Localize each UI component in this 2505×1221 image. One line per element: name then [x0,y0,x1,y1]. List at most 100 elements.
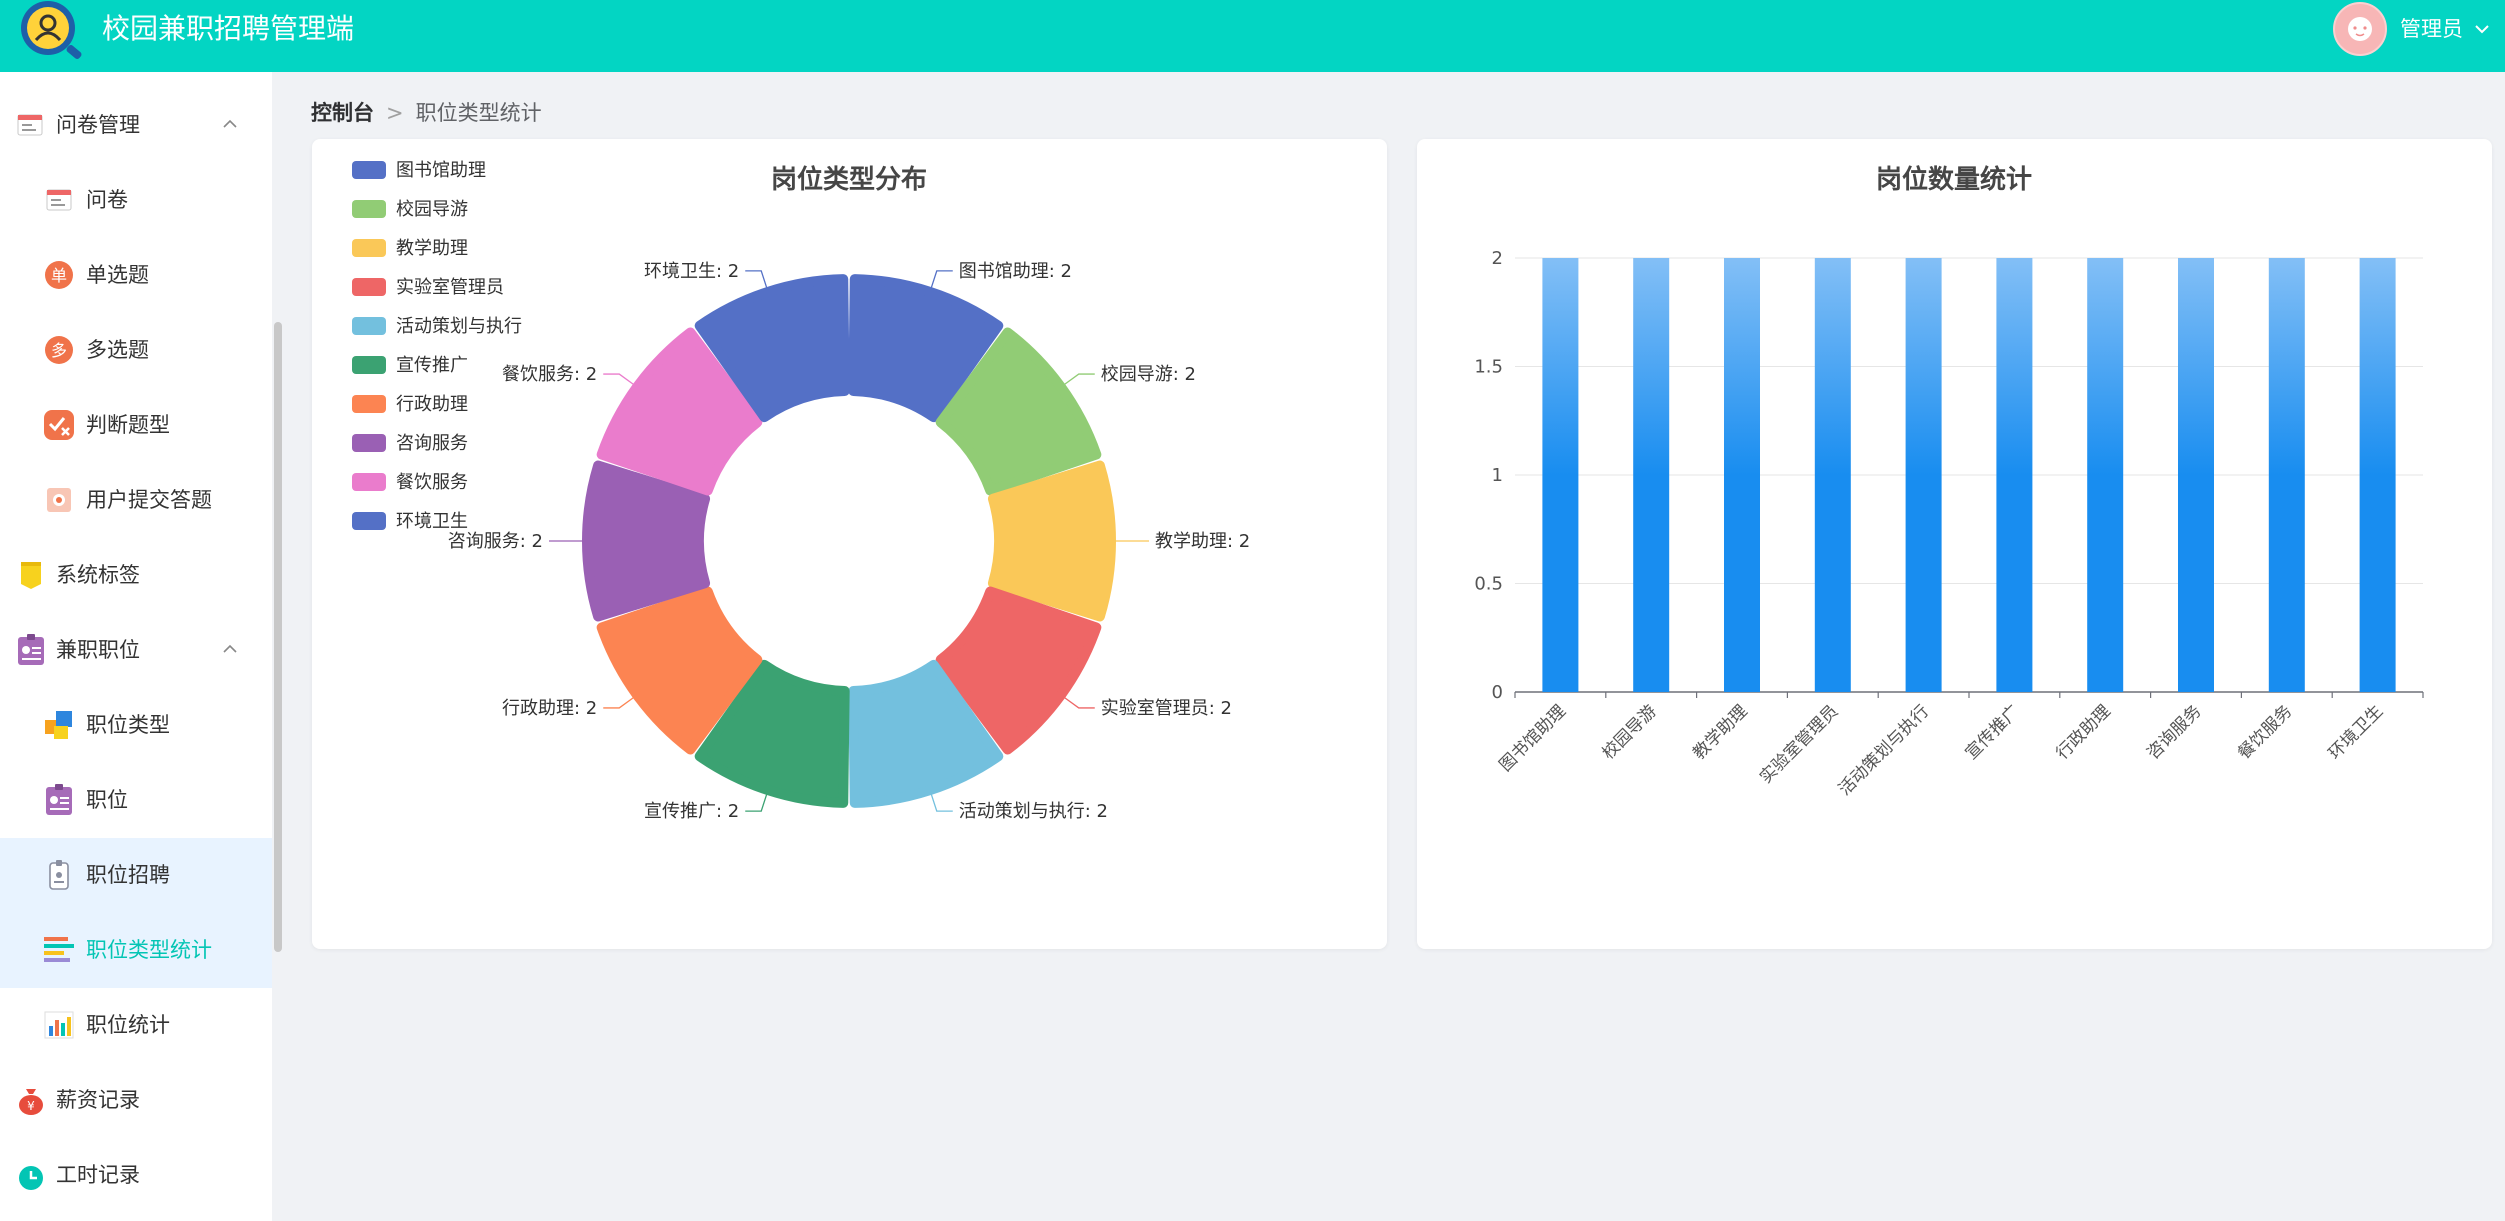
chart-icon [44,1011,74,1039]
x-tick-label: 校园导游 [1599,701,1661,763]
pie-chart-card: 岗位类型分布 图书馆助理 校园导游 教学助理 实验室管理员 活动策划与执行 宣传推广 行政助理… [312,139,1387,949]
sidebar-item-survey-management[interactable]: 问卷管理 [0,88,272,163]
breadcrumb-home[interactable]: 控制台 [311,101,374,125]
sidebar-item-label: 多选题 [86,338,149,362]
sidebar-item-true-false[interactable]: 判断题型 [0,388,272,463]
bar [1633,258,1670,692]
sidebar-item-job-types[interactable]: 职位类型 [0,688,272,763]
sidebar-item-salary-records[interactable]: ¥ 薪资记录 [0,1063,272,1138]
user-name[interactable]: 管理员 [2400,17,2463,41]
badge-icon [18,634,44,665]
sidebar-scrollbar[interactable] [274,322,282,952]
x-tick-label: 宣传推广 [1962,701,2024,763]
pie-slice [596,586,763,755]
badge-text: 单 [51,266,67,285]
y-tick-label: 0 [1492,682,1503,703]
sidebar-item-label: 职位 [86,788,128,812]
sidebar-item-label: 工时记录 [56,1163,140,1187]
bar [2359,258,2396,692]
sidebar-item-label: 薪资记录 [56,1088,140,1112]
bar [2087,258,2124,692]
top-header: 校园兼职招聘管理端 管理员 [0,0,2505,72]
pie-slice [582,460,711,622]
legend-label: 教学助理 [396,238,468,259]
sidebar-item-job-stats[interactable]: 职位统计 [0,988,272,1063]
sidebar-item-questionnaire[interactable]: 问卷 [0,163,272,238]
legend-label: 图书馆助理 [396,160,486,181]
pie-chart: 岗位类型分布 图书馆助理校园导游教学助理实验室管理员活动策划与执行宣传推广行政助理… [352,160,1250,822]
bar [1996,258,2033,692]
submission-icon [47,488,71,512]
pie-slice [848,274,1004,423]
legend-label: 实验室管理员 [396,277,504,298]
sidebar-item-label: 单选题 [86,263,149,287]
x-tick-label: 环境卫生 [2325,701,2387,763]
sidebar-item-work-hours[interactable]: 工时记录 [0,1138,272,1213]
bar-chart: 岗位数量统计 0 0.5 1 1.5 2 图书馆助理 校园导游 教学助理 实验室管理员活动策划与执… [1474,164,2424,800]
pie-data-label: 校园导游: 2 [1101,364,1196,385]
breadcrumb-current: 职位类型统计 [415,101,542,125]
y-tick-label: 1.5 [1474,357,1503,378]
money-bag-icon: ¥ [19,1089,43,1115]
legend-swatch [352,239,386,257]
pie-data-label: 宣传推广: 2 [644,801,739,822]
sidebar-item-label: 职位统计 [86,1013,170,1037]
sidebar-item-user-submissions[interactable]: 用户提交答题 [0,463,272,538]
sidebar-item-label: 用户提交答题 [86,488,212,512]
pie-data-label: 实验室管理员: 2 [1101,698,1232,719]
pie-leader-line [1063,696,1095,709]
pie-data-label: 行政助理: 2 [502,698,597,719]
sidebar-item-positions[interactable]: 职位 [0,763,272,838]
pie-slice [987,460,1116,622]
survey-icon [17,114,43,136]
pie-data-label: 餐饮服务: 2 [502,364,597,385]
badge-text: 多 [51,341,67,360]
pie-slice [694,274,850,423]
pie-leader-line [603,373,635,386]
y-tick-label: 1 [1492,465,1503,486]
sidebar: 问卷管理 问卷 单 单选题 多 多选题 判断题型 [0,72,272,1221]
x-tick-label: 咨询服务 [2143,701,2205,763]
sidebar-item-part-time-jobs[interactable]: 兼职职位 [0,613,272,688]
sidebar-item-job-type-stats[interactable]: 职位类型统计 [0,913,272,988]
pie-data-label: 咨询服务: 2 [448,531,543,552]
x-tick-label: 活动策划与执行 [1835,701,1933,799]
sidebar-item-recruitment[interactable]: 职位招聘 [0,838,272,913]
pie-data-label: 环境卫生: 2 [644,261,739,282]
bar [2178,258,2214,692]
tag-icon [21,562,41,589]
legend-label: 校园导游 [396,199,468,220]
sidebar-item-multi-choice[interactable]: 多 多选题 [0,313,272,388]
pie-data-label: 图书馆助理: 2 [959,261,1072,282]
bar [1724,258,1760,692]
pie-leader-line [745,270,768,289]
legend-swatch [352,200,386,218]
chevron-up-icon[interactable] [222,118,238,130]
user-face-icon [2348,17,2372,41]
legend-label: 活动策划与执行 [396,316,522,337]
y-tick-label: 0.5 [1474,574,1503,595]
legend-swatch [352,473,386,491]
x-tick-label: 餐饮服务 [2234,701,2296,763]
x-tick-label: 图书馆助理 [1496,701,1570,775]
bar [1905,258,1942,692]
pie-slice [935,586,1102,755]
sidebar-item-single-choice[interactable]: 单 单选题 [0,238,272,313]
bar [1814,258,1851,692]
legend-label: 餐饮服务 [396,472,468,493]
legend-swatch [352,395,386,413]
avatar[interactable] [2333,2,2387,56]
pie-slice [848,659,1004,808]
chevron-down-icon[interactable] [2473,20,2491,38]
questionnaire-icon [46,189,72,211]
chevron-up-icon[interactable] [222,643,238,655]
sidebar-item-label: 兼职职位 [56,638,140,662]
legend-swatch [352,356,386,374]
sidebar-item-label: 职位类型 [86,713,170,737]
legend-swatch [352,512,386,530]
sidebar-item-system-tags[interactable]: 系统标签 [0,538,272,613]
chart-title: 岗位类型分布 [771,164,927,195]
pie-slice [694,659,850,808]
category-icon [45,711,72,739]
legend-swatch [352,317,386,335]
